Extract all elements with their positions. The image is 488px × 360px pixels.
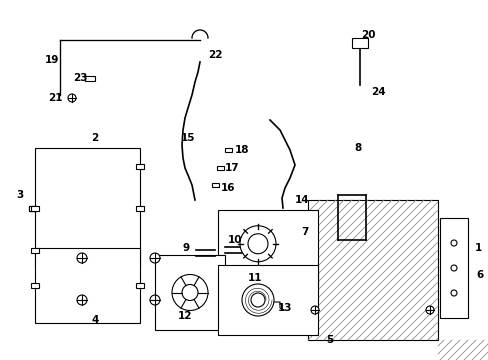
Bar (136, 163, 143, 168)
Text: 24: 24 (370, 87, 385, 97)
Circle shape (450, 240, 456, 246)
Circle shape (247, 234, 267, 254)
Bar (218, 210, 317, 285)
Circle shape (240, 226, 275, 262)
Text: 19: 19 (45, 55, 59, 65)
Circle shape (450, 290, 456, 296)
Text: 14: 14 (294, 195, 309, 205)
Bar (218, 265, 317, 335)
Text: 16: 16 (220, 183, 235, 193)
Text: 10: 10 (227, 235, 242, 245)
Circle shape (150, 253, 160, 263)
Bar (29, 206, 37, 211)
Bar (439, 218, 467, 318)
Bar (216, 166, 223, 170)
Text: 13: 13 (277, 303, 292, 313)
Text: 8: 8 (354, 143, 361, 153)
Text: 6: 6 (475, 270, 483, 280)
Circle shape (242, 284, 273, 316)
Text: 2: 2 (91, 133, 99, 143)
Circle shape (250, 293, 264, 307)
Bar (31, 248, 39, 252)
Bar (224, 148, 231, 152)
Circle shape (77, 253, 87, 263)
Circle shape (310, 306, 318, 314)
Text: 23: 23 (73, 73, 87, 83)
Text: 11: 11 (247, 273, 262, 283)
Text: 3: 3 (16, 190, 23, 200)
Text: 21: 21 (48, 93, 62, 103)
Bar (155, 255, 224, 330)
Bar (85, 76, 95, 81)
Text: 1: 1 (473, 243, 481, 253)
Text: 4: 4 (91, 315, 99, 325)
Text: 7: 7 (301, 227, 308, 237)
Text: 5: 5 (325, 335, 333, 345)
Circle shape (150, 295, 160, 305)
Bar (211, 183, 218, 187)
Circle shape (172, 274, 207, 310)
Text: 12: 12 (177, 311, 192, 321)
Circle shape (182, 284, 198, 301)
Text: 9: 9 (182, 243, 189, 253)
Bar (31, 283, 39, 288)
Text: 15: 15 (181, 133, 195, 143)
Bar (307, 200, 437, 340)
Circle shape (425, 306, 433, 314)
Bar (29, 206, 37, 211)
Bar (35, 148, 140, 268)
Bar (35, 248, 140, 323)
Text: 18: 18 (234, 145, 249, 155)
Circle shape (68, 94, 76, 102)
Text: 17: 17 (224, 163, 239, 173)
Bar (29, 206, 37, 211)
Bar (31, 206, 39, 211)
Text: 20: 20 (360, 30, 374, 40)
Circle shape (450, 265, 456, 271)
Text: 22: 22 (207, 50, 222, 60)
Circle shape (77, 295, 87, 305)
Bar (136, 206, 143, 211)
Bar (136, 283, 143, 288)
Bar (351, 38, 367, 48)
